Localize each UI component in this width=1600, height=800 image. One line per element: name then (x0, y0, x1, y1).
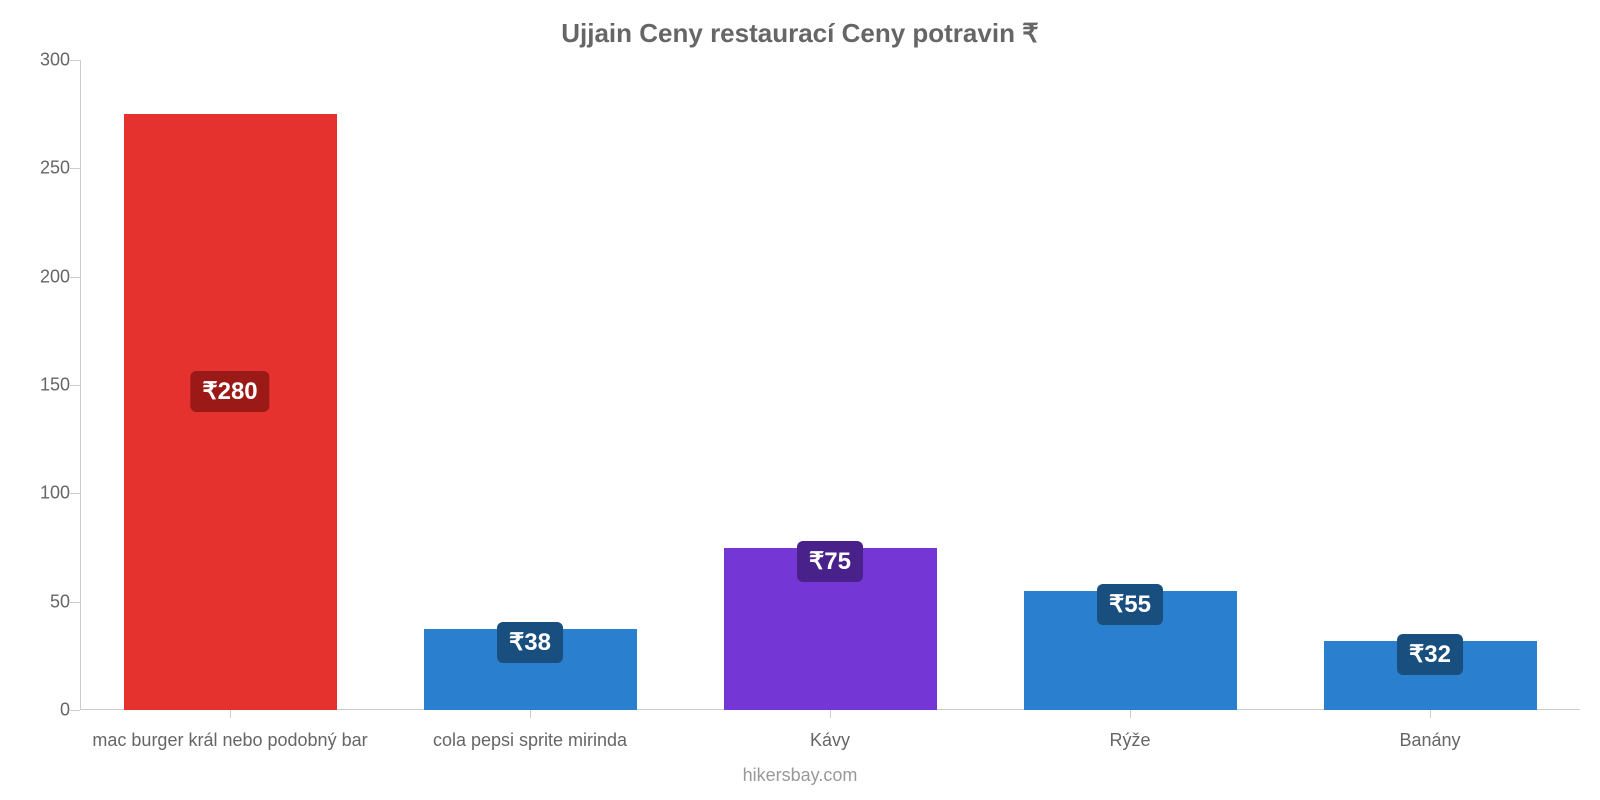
x-category-label: Banány (1399, 730, 1460, 751)
x-tick (530, 710, 531, 718)
bar-slot: ₹32 (1324, 60, 1537, 710)
bar-value-badge: ₹55 (1097, 584, 1163, 625)
y-tick (70, 60, 80, 61)
x-tick (1430, 710, 1431, 718)
plot-area: ₹280 ₹38 ₹75 ₹55 ₹32 (80, 60, 1580, 710)
y-tick-label: 250 (10, 158, 70, 179)
bars-container: ₹280 ₹38 ₹75 ₹55 ₹32 (80, 60, 1580, 710)
y-tick (70, 385, 80, 386)
y-tick (70, 602, 80, 603)
x-tick (1130, 710, 1131, 718)
bar-slot: ₹38 (424, 60, 637, 710)
y-tick-label: 300 (10, 50, 70, 71)
price-bar-chart: Ujjain Ceny restaurací Ceny potravin ₹ ₹… (0, 0, 1600, 800)
y-tick-label: 50 (10, 591, 70, 612)
bar-slot: ₹280 (124, 60, 337, 710)
chart-title: Ujjain Ceny restaurací Ceny potravin ₹ (0, 18, 1600, 49)
y-tick (70, 493, 80, 494)
bar-value-badge: ₹32 (1397, 634, 1463, 675)
y-tick-label: 200 (10, 266, 70, 287)
bar-slot: ₹55 (1024, 60, 1237, 710)
y-tick (70, 168, 80, 169)
bar-value-badge: ₹75 (797, 541, 863, 582)
x-category-label: mac burger král nebo podobný bar (92, 730, 367, 751)
y-tick-label: 150 (10, 375, 70, 396)
y-tick (70, 710, 80, 711)
x-category-label: Rýže (1109, 730, 1150, 751)
y-tick-label: 100 (10, 483, 70, 504)
x-tick (230, 710, 231, 718)
x-category-label: cola pepsi sprite mirinda (433, 730, 627, 751)
bar-value-badge: ₹280 (190, 371, 269, 412)
x-tick (830, 710, 831, 718)
y-tick (70, 277, 80, 278)
bar-slot: ₹75 (724, 60, 937, 710)
bar-value-badge: ₹38 (497, 622, 563, 663)
y-tick-label: 0 (10, 700, 70, 721)
chart-footer-source: hikersbay.com (0, 765, 1600, 786)
x-category-label: Kávy (810, 730, 850, 751)
